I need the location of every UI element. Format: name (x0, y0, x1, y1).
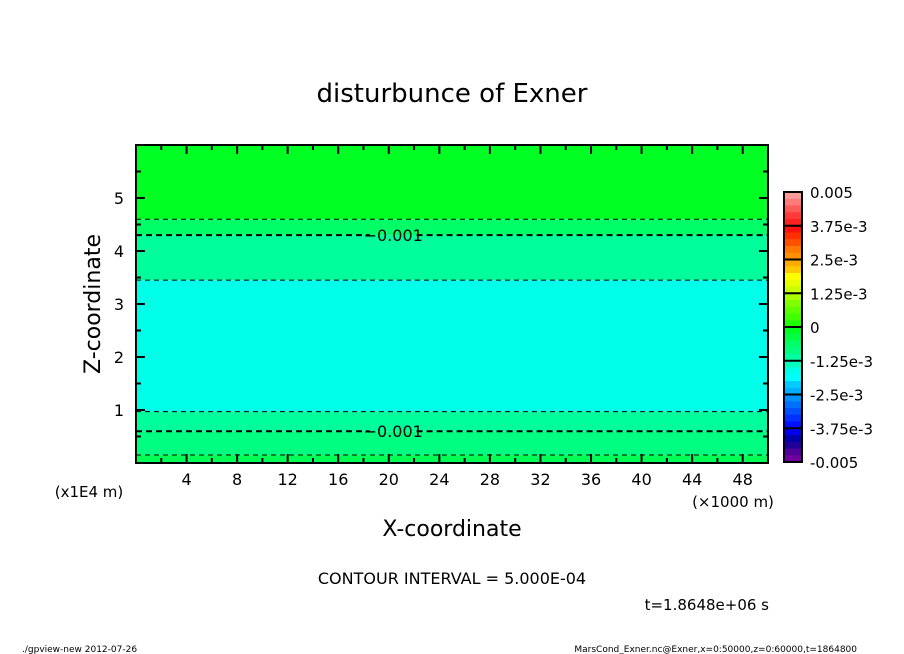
fill-band (136, 431, 768, 456)
colorbar-swatch (784, 225, 802, 233)
colorbar-swatch (784, 401, 802, 409)
fill-band (136, 235, 768, 281)
y-tick-label: 5 (114, 189, 124, 208)
colorbar-swatch (784, 435, 802, 443)
colorbar-label: 0.005 (810, 184, 853, 202)
y-axis-label: Z-coordinate (81, 234, 106, 374)
colorbar-swatch (784, 293, 802, 301)
colorbar-label: -1.25e-3 (810, 353, 873, 371)
x-tick-label: 12 (278, 470, 298, 489)
colorbar-swatch (784, 198, 802, 206)
colorbar-frame (783, 191, 803, 463)
colorbar-label: 1.25e-3 (810, 285, 868, 303)
colorbar-swatch (784, 246, 802, 254)
x-tick-label: 4 (181, 470, 191, 489)
colorbar-swatch (784, 239, 802, 247)
y-tick-label: 2 (114, 348, 124, 367)
x-tick-label: 32 (530, 470, 550, 489)
colorbar-label: -2.5e-3 (810, 387, 863, 405)
colorbar-swatch (784, 455, 802, 463)
colorbar-swatch (784, 387, 802, 395)
x-tick-label: 20 (379, 470, 399, 489)
colorbar-swatch (784, 212, 802, 220)
colorbar-swatch (784, 313, 802, 321)
colorbar-swatch (784, 428, 802, 436)
colorbar-swatch (784, 219, 802, 227)
colorbar-swatch (784, 441, 802, 449)
y-unit-label: (x1E4 m) (55, 483, 124, 501)
colorbar-swatch (784, 192, 802, 200)
colorbar-label: 0 (810, 319, 820, 337)
y-tick-label: 4 (114, 242, 124, 261)
colorbar-swatch (784, 266, 802, 274)
x-tick-label: 24 (429, 470, 449, 489)
contour-label: −0.001 (364, 226, 423, 245)
fill-band (136, 455, 768, 463)
colorbar-swatch (784, 273, 802, 281)
colorbar-swatch (784, 327, 802, 335)
x-tick-label: 44 (682, 470, 702, 489)
colorbar-label: 2.5e-3 (810, 252, 858, 270)
colorbar-swatch (784, 252, 802, 260)
contour-label: −0.001 (364, 422, 423, 441)
y-tick-label: 1 (114, 401, 124, 420)
colorbar-label: -0.005 (810, 454, 858, 472)
colorbar-swatch (784, 320, 802, 328)
colorbar-swatch (784, 279, 802, 287)
colorbar-swatch (784, 232, 802, 240)
x-tick-label: 48 (733, 470, 753, 489)
y-tick-label: 3 (114, 295, 124, 314)
time-label: t=1.8648e+06 s (645, 596, 770, 614)
plot-frame (135, 144, 769, 464)
x-tick-label: 36 (581, 470, 601, 489)
fill-band (136, 145, 768, 220)
x-tick-label: 28 (480, 470, 500, 489)
colorbar-swatch (784, 354, 802, 362)
colorbar-swatch (784, 306, 802, 314)
colorbar-swatch (784, 347, 802, 355)
colorbar-swatch (784, 205, 802, 213)
colorbar-swatch (784, 448, 802, 456)
colorbar-swatch (784, 374, 802, 382)
colorbar-swatch (784, 421, 802, 429)
colorbar-swatch (784, 333, 802, 341)
colorbar-swatch (784, 360, 802, 368)
colorbar-label: 3.75e-3 (810, 218, 868, 236)
contour-interval: CONTOUR INTERVAL = 5.000E-04 (318, 569, 586, 588)
x-axis-label: X-coordinate (382, 517, 521, 542)
colorbar-swatch (784, 394, 802, 402)
x-tick-label: 40 (631, 470, 651, 489)
colorbar-swatch (784, 259, 802, 267)
colorbar-swatch (784, 340, 802, 348)
footer-right: MarsCond_Exner.nc@Exner,x=0:50000,z=0:60… (574, 645, 857, 654)
colorbar-label: -3.75e-3 (810, 420, 873, 438)
colorbar-swatch (784, 414, 802, 422)
footer-left: ./gpview-new 2012-07-26 (22, 645, 137, 654)
x-tick-label: 8 (232, 470, 242, 489)
colorbar-swatch (784, 300, 802, 308)
fill-band (136, 411, 768, 432)
x-tick-label: 16 (328, 470, 348, 489)
fill-band (136, 219, 768, 236)
fill-band (136, 280, 768, 412)
colorbar-swatch (784, 408, 802, 416)
colorbar-swatch (784, 367, 802, 375)
chart-title: disturbunce of Exner (317, 79, 588, 109)
x-unit-label: (×1000 m) (692, 493, 774, 511)
colorbar-swatch (784, 286, 802, 294)
colorbar-swatch (784, 381, 802, 389)
